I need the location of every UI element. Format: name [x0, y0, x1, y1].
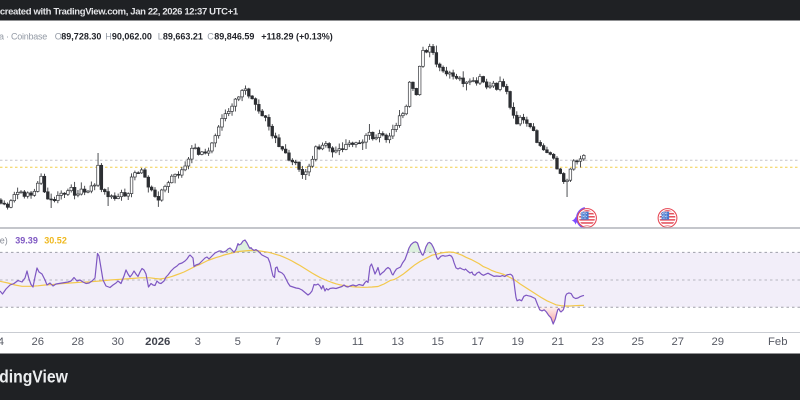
- svg-text:89,663.21: 89,663.21: [163, 32, 203, 42]
- svg-text:39.39: 39.39: [15, 235, 38, 245]
- svg-text:17: 17: [471, 336, 484, 348]
- svg-text:se): se): [0, 235, 8, 245]
- svg-text:24: 24: [0, 336, 4, 348]
- svg-text:3: 3: [195, 336, 201, 348]
- svg-text:21: 21: [551, 336, 564, 348]
- svg-text:9: 9: [315, 336, 321, 348]
- svg-text:L: L: [158, 32, 163, 42]
- svg-text:+118.29 (+0.13%): +118.29 (+0.13%): [261, 32, 333, 42]
- svg-text:90,062.00: 90,062.00: [112, 32, 152, 42]
- svg-text:23: 23: [591, 336, 604, 348]
- svg-text:7: 7: [275, 336, 281, 348]
- svg-text:13: 13: [391, 336, 404, 348]
- svg-text:25: 25: [631, 336, 644, 348]
- svg-text:H: H: [105, 32, 112, 42]
- svg-text:26: 26: [31, 336, 44, 348]
- svg-text:C: C: [207, 32, 214, 42]
- svg-text:29: 29: [711, 336, 724, 348]
- svg-text:30: 30: [111, 336, 124, 348]
- svg-text:created with TradingView.com,: created with TradingView.com, Jan 22, 20…: [0, 7, 239, 18]
- svg-text:89,728.30: 89,728.30: [61, 32, 101, 42]
- svg-text:30.52: 30.52: [44, 235, 67, 245]
- svg-text:19: 19: [511, 336, 524, 348]
- svg-text:27: 27: [671, 336, 684, 348]
- svg-text:15: 15: [431, 336, 444, 348]
- svg-text:11: 11: [352, 336, 364, 348]
- svg-text:Feb: Feb: [768, 336, 787, 348]
- svg-text:28: 28: [71, 336, 84, 348]
- svg-text:O: O: [55, 32, 62, 42]
- svg-text:dingView: dingView: [0, 367, 68, 387]
- svg-text:5: 5: [235, 336, 241, 348]
- svg-text:2026: 2026: [145, 336, 170, 348]
- svg-text:89,846.59: 89,846.59: [214, 32, 254, 42]
- svg-text:a · Coinbase: a · Coinbase: [0, 32, 47, 42]
